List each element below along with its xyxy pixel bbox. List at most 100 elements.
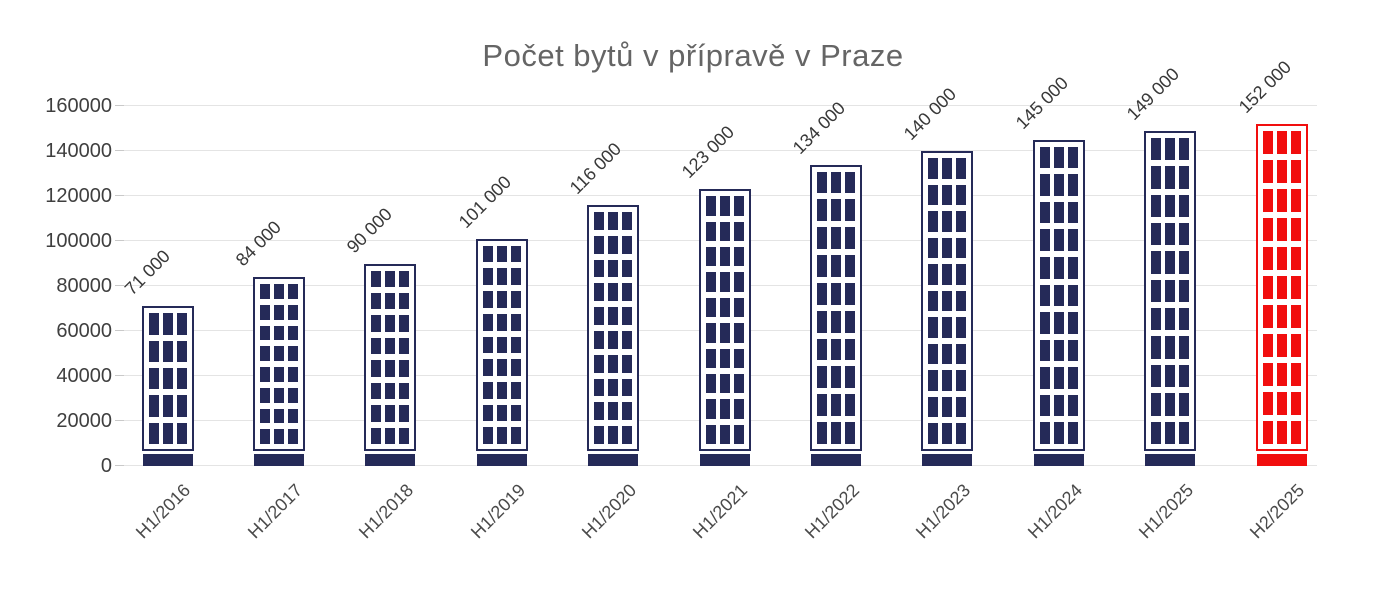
building-window xyxy=(1276,305,1287,328)
building-window xyxy=(385,315,396,332)
building-window xyxy=(816,255,827,277)
building-window xyxy=(844,422,855,444)
building-window xyxy=(162,340,173,362)
building-window xyxy=(1039,367,1050,389)
building-window xyxy=(1276,421,1287,444)
building-window xyxy=(608,426,619,444)
building-window xyxy=(1276,363,1287,386)
building-window xyxy=(287,367,298,382)
building-window xyxy=(942,211,953,232)
bar-H1/2021 xyxy=(698,189,751,466)
building-window xyxy=(816,394,827,417)
y-axis-tick-label: 40000 xyxy=(56,365,112,387)
bar-base xyxy=(588,454,639,466)
building-window xyxy=(1262,276,1273,299)
building-window xyxy=(399,270,410,287)
building-window xyxy=(273,367,284,382)
building-window xyxy=(1067,394,1078,417)
bar-H1/2016 xyxy=(141,306,194,466)
building-window xyxy=(1053,367,1064,389)
building-window xyxy=(942,158,953,179)
building-window xyxy=(162,422,173,444)
building-window xyxy=(942,317,953,338)
building-window xyxy=(844,338,855,361)
building-window xyxy=(399,427,410,444)
building-window xyxy=(1151,166,1162,189)
building-window xyxy=(176,367,187,390)
building-window xyxy=(385,360,396,377)
building-window xyxy=(956,264,967,285)
building-window xyxy=(1039,284,1050,307)
building-window xyxy=(1067,174,1078,196)
building-window xyxy=(1290,392,1301,415)
bar-building xyxy=(921,151,974,451)
building-window xyxy=(608,235,619,254)
building-window xyxy=(622,235,633,254)
building-window xyxy=(816,171,827,194)
building-window xyxy=(942,396,953,418)
building-window xyxy=(608,378,619,397)
building-window xyxy=(705,399,716,419)
building-window xyxy=(496,336,507,354)
building-window xyxy=(1067,312,1078,334)
building-window xyxy=(608,259,619,278)
building-window xyxy=(176,422,187,444)
building-window xyxy=(1276,247,1287,270)
bar-base xyxy=(1033,454,1084,466)
building-window xyxy=(1067,422,1078,444)
bar-H1/2017 xyxy=(252,277,305,466)
building-window xyxy=(1165,251,1176,274)
building-window xyxy=(496,381,507,399)
building-window xyxy=(399,382,410,400)
building-window xyxy=(1290,131,1301,154)
building-window xyxy=(496,268,507,286)
building-window xyxy=(928,211,939,232)
building-window xyxy=(816,422,827,444)
building-window xyxy=(385,405,396,422)
building-window xyxy=(1039,312,1050,334)
bar-building xyxy=(364,263,417,451)
building-window xyxy=(496,404,507,422)
building-window xyxy=(608,283,619,302)
building-window xyxy=(928,317,939,338)
building-window xyxy=(385,270,396,287)
building-window xyxy=(1179,364,1190,388)
building-window xyxy=(594,426,605,444)
building-window xyxy=(273,429,284,444)
building-window xyxy=(928,264,939,285)
building-window xyxy=(482,245,493,263)
building-window xyxy=(510,381,521,399)
building-window xyxy=(844,199,855,222)
building-window xyxy=(956,237,967,259)
building-window xyxy=(1067,339,1078,362)
building-window xyxy=(482,381,493,399)
building-window xyxy=(1262,334,1273,357)
building-window xyxy=(942,237,953,259)
y-axis-tick-label: 100000 xyxy=(45,230,112,252)
building-window xyxy=(287,304,298,320)
y-axis-tick xyxy=(115,285,124,286)
y-axis-tick-label: 0 xyxy=(100,455,112,477)
building-window xyxy=(942,264,953,285)
building-window xyxy=(719,272,730,292)
building-window xyxy=(622,330,633,349)
building-window xyxy=(510,268,521,286)
building-window xyxy=(371,405,382,422)
bar-H1/2025 xyxy=(1144,130,1197,466)
x-axis-label: H2/2025 xyxy=(1246,480,1309,543)
y-axis-tick xyxy=(115,330,124,331)
building-window xyxy=(1290,305,1301,328)
building-window xyxy=(1165,222,1176,246)
building-window xyxy=(733,196,744,216)
building-window xyxy=(928,343,939,365)
building-window xyxy=(259,387,270,403)
building-window xyxy=(385,427,396,444)
building-window xyxy=(705,323,716,343)
building-window xyxy=(594,283,605,302)
building-window xyxy=(594,354,605,373)
building-window xyxy=(371,292,382,310)
building-window xyxy=(733,297,744,318)
building-window xyxy=(1290,160,1301,183)
building-window xyxy=(1165,194,1176,217)
building-window xyxy=(1262,305,1273,328)
